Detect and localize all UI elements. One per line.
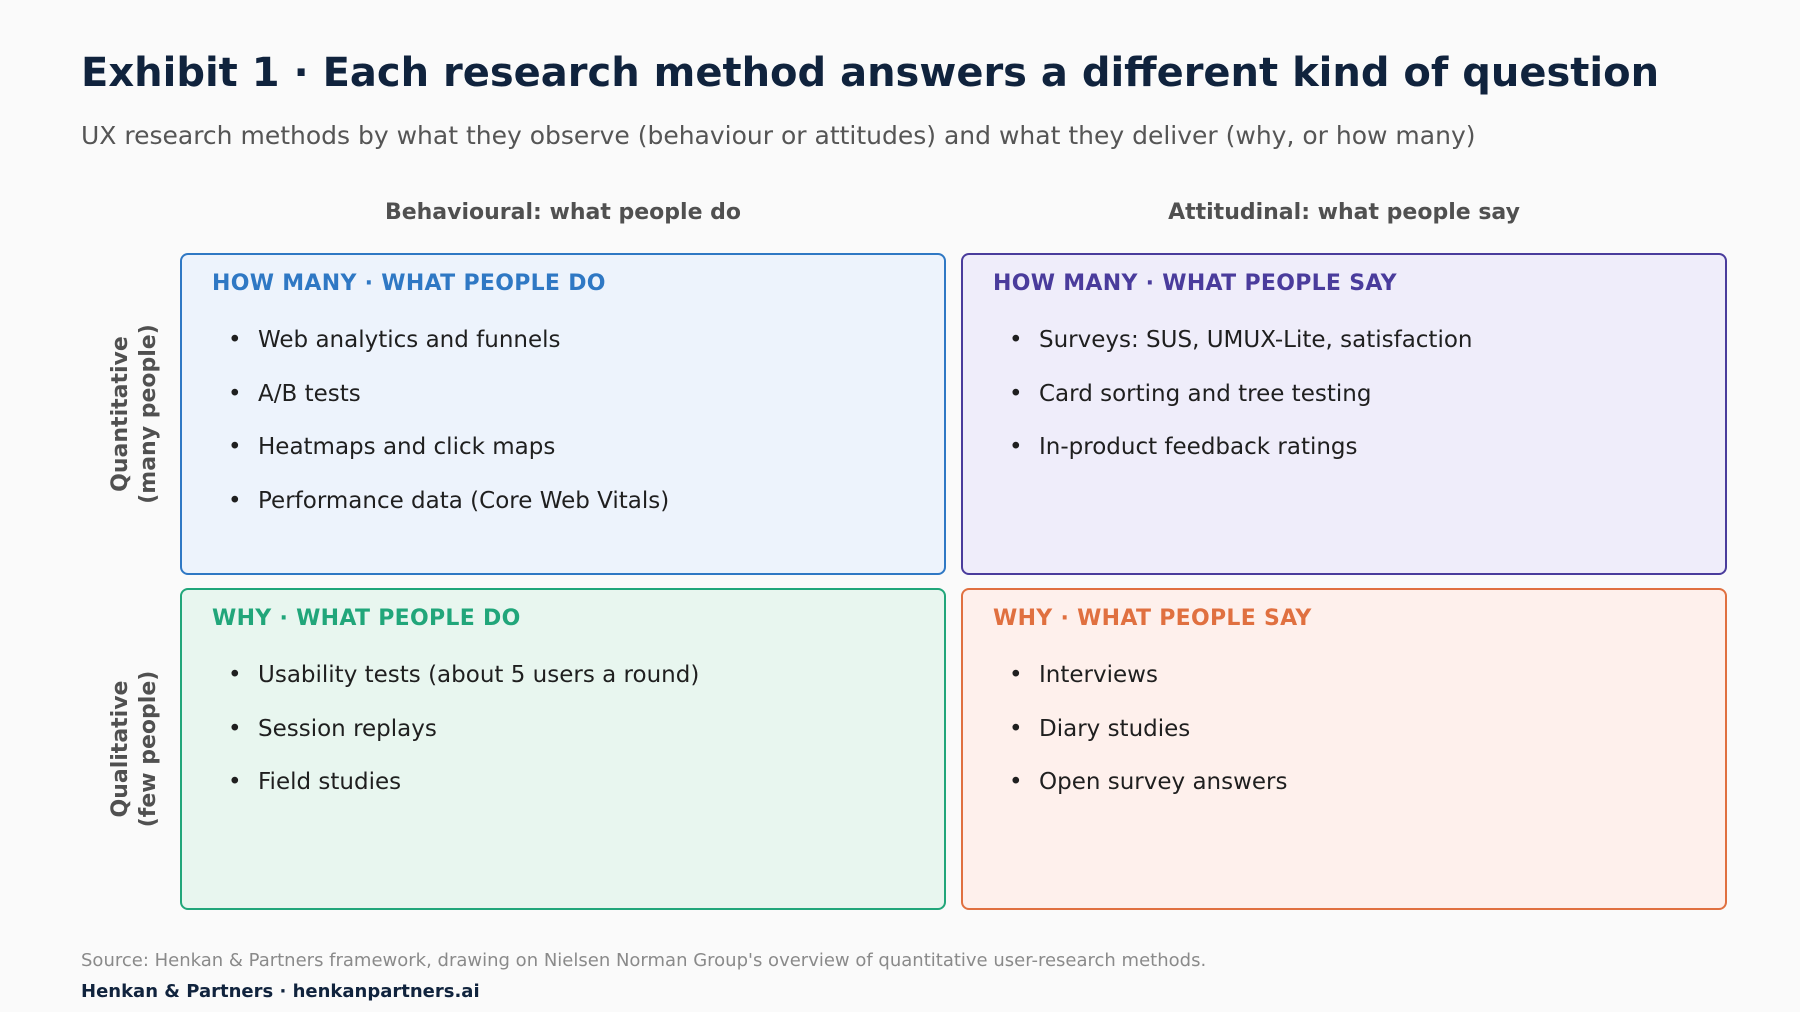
method-item: • Open survey answers bbox=[1009, 767, 1288, 821]
bullet-icon: • bbox=[228, 327, 242, 353]
bullet-icon: • bbox=[228, 662, 242, 688]
method-item: • Card sorting and tree testing bbox=[1009, 379, 1473, 433]
method-item: • A/B tests bbox=[228, 379, 669, 433]
quadrant-heading: WHY · WHAT PEOPLE SAY bbox=[993, 606, 1312, 631]
bullet-icon: • bbox=[1009, 769, 1023, 796]
method-item: • Field studies bbox=[228, 767, 699, 821]
row-header-quantitative: Quantitative (many people) bbox=[80, 253, 190, 575]
quadrant-heading: WHY · WHAT PEOPLE DO bbox=[212, 606, 521, 631]
method-item: • Web analytics and funnels bbox=[228, 325, 669, 379]
bullet-icon: • bbox=[228, 715, 242, 742]
method-label: Usability tests (about 5 users a round) bbox=[258, 662, 700, 688]
method-label: Open survey answers bbox=[1039, 769, 1288, 796]
bullet-icon: • bbox=[228, 769, 242, 796]
method-list: • Usability tests (about 5 users a round)… bbox=[228, 660, 699, 821]
method-item: • Session replays bbox=[228, 714, 699, 768]
quadrant-why-do: WHY · WHAT PEOPLE DO • Usability tests (a… bbox=[180, 588, 946, 910]
method-label: Heatmaps and click maps bbox=[258, 434, 556, 461]
method-list: • Web analytics and funnels • A/B tests • H… bbox=[228, 325, 669, 539]
quadrant-why-say: WHY · WHAT PEOPLE SAY • Interviews • Diary… bbox=[961, 588, 1727, 910]
brand-footer: Henkan & Partners · henkanpartners.ai bbox=[81, 981, 480, 1002]
method-item: • Heatmaps and click maps bbox=[228, 432, 669, 486]
method-item: • In-product feedback ratings bbox=[1009, 432, 1473, 486]
method-label: Field studies bbox=[258, 769, 402, 796]
bullet-icon: • bbox=[1009, 434, 1023, 461]
page-title: Exhibit 1 · Each research method answers… bbox=[81, 50, 1660, 96]
method-label: Session replays bbox=[258, 715, 437, 742]
method-label: Web analytics and funnels bbox=[258, 327, 561, 353]
method-label: In-product feedback ratings bbox=[1039, 434, 1358, 461]
method-label: Diary studies bbox=[1039, 715, 1191, 742]
page-subtitle: UX research methods by what they observe… bbox=[81, 121, 1476, 150]
bullet-icon: • bbox=[1009, 380, 1023, 407]
quadrant-how-many-say: HOW MANY · WHAT PEOPLE SAY • Surveys: SUS… bbox=[961, 253, 1727, 575]
method-item: • Surveys: SUS, UMUX-Lite, satisfaction bbox=[1009, 325, 1473, 379]
method-list: • Surveys: SUS, UMUX-Lite, satisfaction •… bbox=[1009, 325, 1473, 486]
quadrant-how-many-do: HOW MANY · WHAT PEOPLE DO • Web analytics… bbox=[180, 253, 946, 575]
quadrant-heading: HOW MANY · WHAT PEOPLE SAY bbox=[993, 271, 1397, 296]
row-header-qualitative-line2: (few people) bbox=[136, 670, 161, 828]
method-item: • Performance data (Core Web Vitals) bbox=[228, 486, 669, 540]
bullet-icon: • bbox=[228, 434, 242, 461]
bullet-icon: • bbox=[228, 487, 242, 514]
bullet-icon: • bbox=[228, 380, 242, 407]
bullet-icon: • bbox=[1009, 327, 1023, 353]
row-header-quantitative-line2: (many people) bbox=[136, 324, 161, 504]
method-label: Interviews bbox=[1039, 662, 1158, 688]
method-label: Performance data (Core Web Vitals) bbox=[258, 487, 670, 514]
column-header-attitudinal: Attitudinal: what people say bbox=[1168, 200, 1520, 225]
quadrant-heading: HOW MANY · WHAT PEOPLE DO bbox=[212, 271, 606, 296]
method-list: • Interviews • Diary studies • Open survey … bbox=[1009, 660, 1288, 821]
method-item: • Diary studies bbox=[1009, 714, 1288, 768]
method-label: Surveys: SUS, UMUX-Lite, satisfaction bbox=[1039, 327, 1473, 353]
method-item: • Usability tests (about 5 users a round) bbox=[228, 660, 699, 714]
bullet-icon: • bbox=[1009, 715, 1023, 742]
source-note: Source: Henkan & Partners framework, dra… bbox=[81, 950, 1207, 971]
column-header-behavioural: Behavioural: what people do bbox=[384, 200, 742, 225]
bullet-icon: • bbox=[1009, 662, 1023, 688]
method-item: • Interviews bbox=[1009, 660, 1288, 714]
row-header-qualitative-line1: Qualitative bbox=[108, 680, 133, 818]
row-header-qualitative: Qualitative (few people) bbox=[80, 588, 190, 910]
row-header-quantitative-line1: Quantitative bbox=[108, 336, 133, 492]
method-label: A/B tests bbox=[258, 380, 361, 407]
method-label: Card sorting and tree testing bbox=[1039, 380, 1372, 407]
